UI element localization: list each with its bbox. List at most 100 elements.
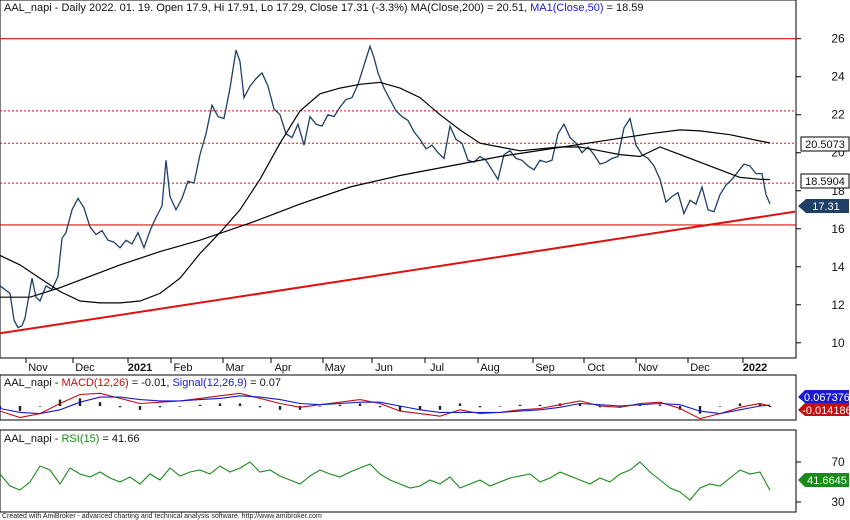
x-tick-label: 2021 <box>128 362 152 374</box>
macd-histogram-bar <box>768 406 772 408</box>
macd-histogram-bar <box>118 406 122 408</box>
price-tick-label: 22 <box>831 108 845 122</box>
macd-value: = -0.01, <box>129 377 173 389</box>
rsi-tick-label: 30 <box>831 495 845 509</box>
rsi-badge-text: 41.6645 <box>807 475 847 487</box>
x-tick-label: Apr <box>274 362 291 374</box>
macd-histogram-bar <box>538 404 542 406</box>
macd-histogram-bar <box>638 404 642 406</box>
macd-label: MACD(12,26) <box>61 377 128 389</box>
macd-badge-text: 0.067376 <box>804 392 850 404</box>
price-tick-label: 12 <box>831 298 845 312</box>
rsi-panel <box>0 429 797 513</box>
macd-line <box>0 392 771 420</box>
macd-histogram-bar <box>278 406 282 410</box>
rsi-badge: 41.6645 <box>798 473 849 487</box>
trendline <box>0 210 796 335</box>
header-main: AAL_napi - Daily 2022. 01. 19. Open 17.9… <box>4 2 527 14</box>
macd-histogram-bar <box>518 404 522 406</box>
macd-prefix: AAL_napi - <box>4 377 61 389</box>
macd-histogram-bar <box>698 406 702 414</box>
price-tick-label: 10 <box>831 336 845 350</box>
signal-label: Signal(12,26,9) <box>172 377 247 389</box>
macd-histogram-bar <box>298 406 302 410</box>
x-tick-label: Nov <box>28 362 48 374</box>
macd-histogram-bar <box>438 406 442 410</box>
macd-header: AAL_napi - MACD(12,26) = -0.01, Signal(1… <box>4 377 281 389</box>
x-tick-label: Feb <box>174 362 193 374</box>
rsi-series-group <box>0 461 771 501</box>
macd-badge: 0.067376 <box>798 390 850 404</box>
rsi-line <box>0 461 771 501</box>
rsi-axis-ticks: 30 70 <box>796 455 845 509</box>
x-tick-label: Jul <box>430 362 444 374</box>
macd-histogram-bar <box>198 404 202 406</box>
macd-series-group <box>0 392 772 420</box>
rsi-value: = 41.66 <box>99 433 139 445</box>
macd-histogram-bar <box>38 406 42 407</box>
price-tick-label: 16 <box>831 222 845 236</box>
price-panel <box>0 0 797 359</box>
price-tick-label: 26 <box>831 32 845 46</box>
rsi-header: AAL_napi - RSI(15) = 41.66 <box>4 433 139 445</box>
horizontal-levels <box>0 38 796 226</box>
price-tick-label: 14 <box>831 260 845 274</box>
macd-histogram-bar <box>158 406 162 408</box>
last-price-badge-text: 17.31 <box>812 201 840 213</box>
rsi-label: RSI(15) <box>61 433 99 445</box>
ma50-line <box>0 81 771 304</box>
x-tick-label: Mar <box>226 362 245 374</box>
macd-histogram-bar <box>598 406 602 408</box>
macd-panel <box>0 374 797 421</box>
signal-badge-text: -0.014186 <box>802 405 850 417</box>
x-tick-label: Dec <box>75 362 95 374</box>
macd-histogram-bar <box>498 406 502 407</box>
rsi-prefix: AAL_napi - <box>4 433 61 445</box>
header-ma1-label: MA1(Close,50) <box>530 2 603 14</box>
x-tick-label: Jun <box>375 362 393 374</box>
x-axis-labels: Nov Dec 2021 Feb Mar Apr May Jun Jul Aug Sep Oct Nov… <box>25 358 767 374</box>
x-tick-label: Sep <box>535 362 555 374</box>
macd-histogram-bar <box>138 406 142 410</box>
macd-histogram-bar <box>758 403 762 406</box>
macd-histogram-bar <box>238 403 242 406</box>
macd-histogram-bar <box>338 404 342 406</box>
x-tick-label: Oct <box>587 362 604 374</box>
macd-histogram-bar <box>378 406 382 408</box>
macd-histogram-bar <box>418 406 422 410</box>
macd-histogram-bar <box>658 404 662 406</box>
macd-histogram-bar <box>398 406 402 412</box>
x-tick-label: Nov <box>638 362 658 374</box>
macd-histogram-bar <box>618 406 622 408</box>
macd-histogram-bar <box>478 406 482 408</box>
ma200-badge: 20.5073 <box>800 136 850 152</box>
macd-histogram-bar <box>178 406 182 407</box>
support-trendline <box>0 210 796 335</box>
rsi-tick-label: 70 <box>831 455 845 469</box>
signal-line <box>0 395 771 415</box>
signal-badge: -0.014186 <box>798 403 850 417</box>
macd-histogram-bar <box>258 406 262 408</box>
last-price-badge: 17.31 <box>798 199 849 213</box>
macd-histogram-bar <box>0 406 2 409</box>
price-line <box>0 44 771 329</box>
macd-histogram-bar <box>718 406 722 407</box>
x-tick-label: 2022 <box>743 362 767 374</box>
macd-histogram-bar <box>578 403 582 406</box>
signal-value: = 0.07 <box>247 377 281 389</box>
footer-credit: Created with AmiBroker - advanced charti… <box>2 513 322 520</box>
macd-histogram-bar <box>58 399 62 406</box>
macd-histogram-bar <box>458 403 462 406</box>
macd-histogram-bar <box>18 406 22 412</box>
x-tick-label: May <box>325 362 346 374</box>
macd-histogram-bar <box>358 403 362 406</box>
macd-histogram-bar <box>318 406 322 407</box>
macd-histogram-bar <box>218 403 222 406</box>
macd-histogram-bar <box>678 406 682 410</box>
price-tick-label: 24 <box>831 70 845 84</box>
macd-histogram-bar <box>738 403 742 406</box>
chart-header: AAL_napi - Daily 2022. 01. 19. Open 17.9… <box>4 2 644 14</box>
price-series-group <box>0 44 771 329</box>
